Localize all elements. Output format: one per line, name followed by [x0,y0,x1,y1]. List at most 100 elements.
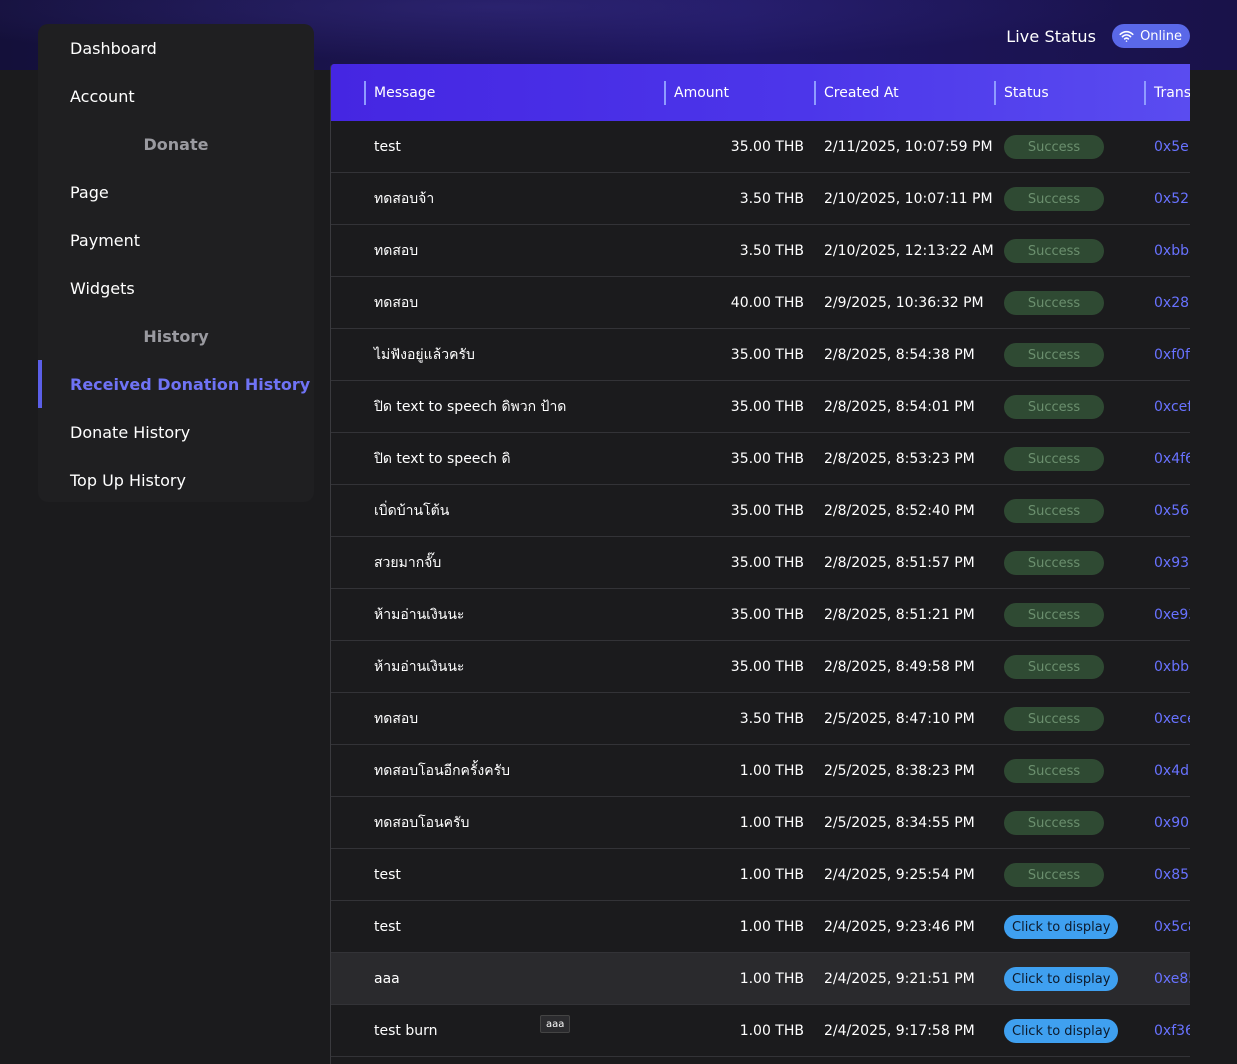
transaction-link[interactable]: 0x4d1 [1154,763,1190,779]
message-cell: ไม่ฟังอยู่แล้วครับ [374,347,475,363]
column-header-message[interactable]: Message [374,84,436,101]
live-status-label: Live Status [1006,26,1097,46]
message-cell: ปิด text to speech ดิ [374,451,511,467]
table-row[interactable]: ปิด text to speech ดิพวก ป้าด 35.00 THB 2/… [331,381,1190,433]
status-cell: Success [1004,381,1154,433]
status-cell: Success [1004,589,1154,641]
column-header-transaction[interactable]: Transaction [1154,84,1190,101]
amount-cell: 1.00 THB [739,763,804,779]
amount-cell: 3.50 THB [739,191,804,207]
message-cell: test [374,919,401,935]
status-badge-success: Success [1004,239,1104,263]
table-row[interactable]: aaa 1.00 THB 2/4/2025, 9:21:51 PM Click to … [331,953,1190,1005]
table-row[interactable]: ทดสอบ 3.50 THB 2/5/2025, 8:47:10 PM Success… [331,693,1190,745]
table-row[interactable]: สวยมากจั๊บ 35.00 THB 2/8/2025, 8:51:57 PM S… [331,537,1190,589]
table-row[interactable]: ห้ามอ่านเงินนะ 35.00 THB 2/8/2025, 8:49:58… [331,641,1190,693]
sidebar-item-account[interactable]: Account [70,86,135,106]
status-cell: Success [1004,745,1154,797]
status-badge-success: Success [1004,811,1104,835]
status-badge-success: Success [1004,343,1104,367]
status-badge-success: Success [1004,707,1104,731]
amount-cell: 3.50 THB [739,711,804,727]
click-to-display-button[interactable]: Click to display [1004,1019,1119,1043]
transaction-link[interactable]: 0x569 [1154,503,1190,519]
click-to-display-button[interactable]: Click to display [1004,967,1119,991]
sidebar-item-dashboard[interactable]: Dashboard [70,38,157,58]
amount-cell: 35.00 THB [730,659,804,675]
message-cell: ปิด text to speech ดิพวก ป้าด [374,399,567,415]
table-row[interactable]: ทดสอบโอนครับ 1.00 THB 2/5/2025, 8:34:55 PM… [331,797,1190,849]
table-row[interactable]: ทดสอบโอนอีกครั้งครับ 1.00 THB 2/5/2025, 8:… [331,745,1190,797]
column-header-created-at[interactable]: Created At [824,84,899,101]
status-badge-success: Success [1004,551,1104,575]
donation-table: Message Amount Created At Status Transac… [330,64,1190,1064]
transaction-link[interactable]: 0x283 [1154,295,1190,311]
sidebar-section-donate: Donate [143,134,209,154]
status-cell: Success [1004,693,1154,745]
table-row[interactable]: ปิด text to speech ดิ 35.00 THB 2/8/2025, … [331,433,1190,485]
sidebar-item-received-donation-history[interactable]: Received Donation History [38,360,314,408]
table-header: Message Amount Created At Status Transac… [331,64,1190,121]
message-cell: สวยมากจั๊บ [374,555,442,571]
created-at-cell: 2/4/2025, 9:17:58 PM [824,1023,975,1039]
status-cell: Success [1004,277,1154,329]
table-row[interactable]: ทดสอบ 3.50 THB 2/10/2025, 12:13:22 AM Succe… [331,225,1190,277]
transaction-link[interactable]: 0xf0f8 [1154,347,1190,363]
created-at-cell: 2/11/2025, 10:07:59 PM [824,139,993,155]
click-to-display-button[interactable]: Click to display [1004,915,1119,939]
created-at-cell: 2/8/2025, 8:49:58 PM [824,659,975,675]
transaction-link[interactable]: 0xbba [1154,243,1190,259]
column-separator [664,81,666,105]
online-badge: Online [1112,24,1190,48]
table-row[interactable]: test burn 1.00 THB 2/4/2025, 9:17:58 PM Cli… [331,1005,1190,1057]
status-badge-success: Success [1004,395,1104,419]
transaction-link[interactable]: 0xe93 [1154,607,1190,623]
amount-cell: 35.00 THB [730,139,804,155]
column-header-status[interactable]: Status [1004,84,1049,101]
sidebar-item-donate-history[interactable]: Donate History [70,422,191,442]
transaction-link[interactable]: 0xece [1154,711,1190,727]
amount-cell: 35.00 THB [730,555,804,571]
transaction-link[interactable]: 0x4f6 [1154,451,1190,467]
transaction-link[interactable]: 0xf36 [1154,1023,1190,1039]
status-cell: Success [1004,433,1154,485]
transaction-link[interactable]: 0x856 [1154,867,1190,883]
transaction-link[interactable]: 0xbb6 [1154,659,1190,675]
table-row[interactable]: เบิ่ดบ้านโต้น 35.00 THB 2/8/2025, 8:52:40 … [331,485,1190,537]
sidebar-item-payment[interactable]: Payment [70,230,141,250]
transaction-link[interactable]: 0x907 [1154,815,1190,831]
message-cell: ทดสอบโอนอีกครั้งครับ [374,763,511,779]
amount-cell: 35.00 THB [730,399,804,415]
table-row[interactable]: test 35.00 THB 2/11/2025, 10:07:59 PM Succe… [331,121,1190,173]
table-row[interactable]: ทดสอบ 40.00 THB 2/9/2025, 10:36:32 PM Succe… [331,277,1190,329]
transaction-link[interactable]: 0x5eb [1154,139,1190,155]
column-header-amount[interactable]: Amount [674,84,730,101]
amount-cell: 1.00 THB [739,815,804,831]
transaction-link[interactable]: 0x527 [1154,191,1190,207]
created-at-cell: 2/5/2025, 8:34:55 PM [824,815,975,831]
table-row[interactable]: ห้ามอ่านเงินนะ 35.00 THB 2/8/2025, 8:51:21… [331,589,1190,641]
online-badge-label: Online [1140,28,1182,44]
transaction-link[interactable]: 0x5c8 [1154,919,1190,935]
table-row[interactable]: test 1.00 THB 2/4/2025, 9:23:46 PM Click to… [331,901,1190,953]
created-at-cell: 2/9/2025, 10:36:32 PM [824,295,984,311]
table-row[interactable]: ทดสอบจ้า 3.50 THB 2/10/2025, 10:07:11 PM Su… [331,173,1190,225]
message-cell: aaa [374,971,400,987]
transaction-link[interactable]: 0xcef [1154,399,1190,415]
amount-cell: 35.00 THB [730,607,804,623]
sidebar-item-widgets[interactable]: Widgets [70,278,135,298]
sidebar-item-top-up-history[interactable]: Top Up History [70,470,186,490]
transaction-link[interactable]: 0x935 [1154,555,1190,571]
column-separator [364,81,366,105]
created-at-cell: 2/8/2025, 8:51:21 PM [824,607,975,623]
status-badge-success: Success [1004,863,1104,887]
sidebar-item-page[interactable]: Page [70,182,109,202]
amount-cell: 1.00 THB [739,971,804,987]
transaction-link[interactable]: 0xe85 [1154,971,1190,987]
amount-cell: 1.00 THB [739,867,804,883]
table-row[interactable]: test 1.00 THB 2/4/2025, 9:25:54 PM Success 0… [331,849,1190,901]
table-row[interactable]: ไม่ฟังอยู่แล้วครับ 35.00 THB 2/8/2025, 8:5… [331,329,1190,381]
message-cell: ทดสอบ [374,711,419,727]
amount-cell: 40.00 THB [730,295,804,311]
created-at-cell: 2/5/2025, 8:38:23 PM [824,763,975,779]
